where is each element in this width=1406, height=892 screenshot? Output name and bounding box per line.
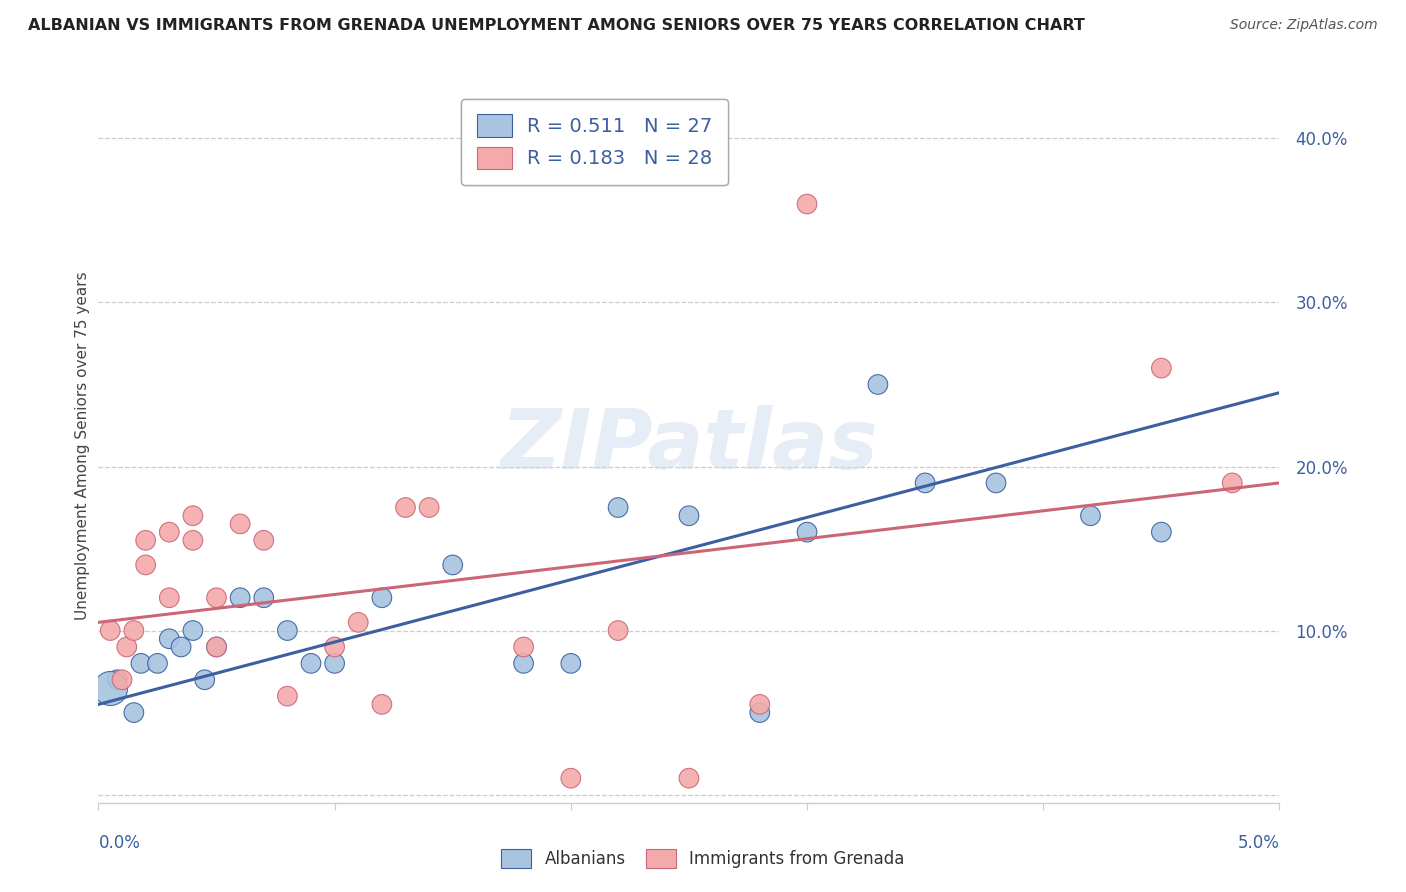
Point: [1220, 475, 1243, 490]
Point: [394, 500, 416, 515]
Point: [157, 632, 180, 646]
Legend: R = 0.511   N = 27, R = 0.183   N = 28: R = 0.511 N = 27, R = 0.183 N = 28: [461, 99, 728, 185]
Point: [253, 591, 276, 605]
Point: [229, 591, 252, 605]
Point: [984, 475, 1007, 490]
Point: [181, 533, 204, 548]
Point: [135, 558, 157, 572]
Point: [1080, 508, 1102, 523]
Point: [229, 516, 252, 531]
Point: [157, 591, 180, 605]
Point: [135, 533, 157, 548]
Point: [323, 640, 346, 654]
Point: [194, 673, 217, 687]
Point: [371, 698, 394, 712]
Point: [122, 624, 145, 638]
Point: [607, 624, 630, 638]
Point: [115, 640, 138, 654]
Point: [105, 673, 128, 687]
Point: [299, 657, 322, 671]
Point: [347, 615, 370, 630]
Point: [560, 657, 582, 671]
Point: [512, 640, 534, 654]
Text: Source: ZipAtlas.com: Source: ZipAtlas.com: [1230, 18, 1378, 32]
Point: [276, 624, 298, 638]
Point: [111, 673, 134, 687]
Text: ALBANIAN VS IMMIGRANTS FROM GRENADA UNEMPLOYMENT AMONG SENIORS OVER 75 YEARS COR: ALBANIAN VS IMMIGRANTS FROM GRENADA UNEM…: [28, 18, 1085, 33]
Point: [129, 657, 152, 671]
Point: [205, 640, 228, 654]
Text: ZIPatlas: ZIPatlas: [501, 406, 877, 486]
Point: [441, 558, 464, 572]
Point: [98, 624, 121, 638]
Point: [512, 657, 534, 671]
Point: [323, 657, 346, 671]
Point: [157, 525, 180, 540]
Point: [866, 377, 889, 392]
Point: [748, 706, 770, 720]
Point: [276, 689, 298, 703]
Point: [181, 624, 204, 638]
Point: [170, 640, 193, 654]
Point: [796, 525, 818, 540]
Point: [560, 771, 582, 785]
Point: [678, 508, 700, 523]
Point: [181, 508, 204, 523]
Text: 0.0%: 0.0%: [98, 834, 141, 852]
Point: [748, 698, 770, 712]
Y-axis label: Unemployment Among Seniors over 75 years: Unemployment Among Seniors over 75 years: [75, 272, 90, 620]
Point: [1150, 525, 1173, 540]
Point: [678, 771, 700, 785]
Point: [205, 640, 228, 654]
Point: [122, 706, 145, 720]
Point: [1150, 361, 1173, 376]
Point: [371, 591, 394, 605]
Point: [607, 500, 630, 515]
Text: 5.0%: 5.0%: [1237, 834, 1279, 852]
Point: [796, 197, 818, 211]
Point: [418, 500, 440, 515]
Point: [205, 591, 228, 605]
Point: [98, 681, 121, 695]
Point: [253, 533, 276, 548]
Legend: Albanians, Immigrants from Grenada: Albanians, Immigrants from Grenada: [495, 842, 911, 875]
Point: [146, 657, 169, 671]
Point: [914, 475, 936, 490]
